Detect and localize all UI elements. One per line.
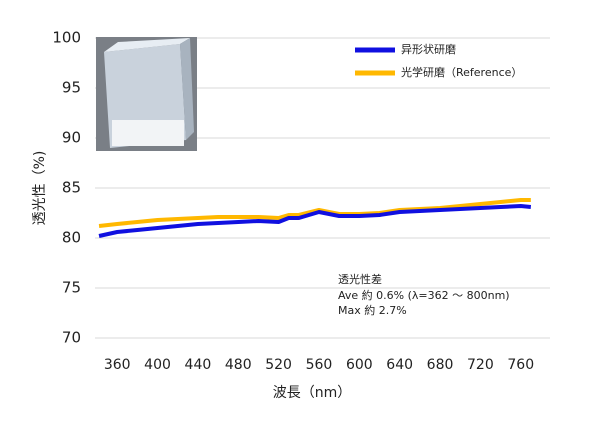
series-line [98,198,531,228]
x-tick-label: 560 [306,357,333,373]
y-tick-label: 80 [62,229,81,247]
x-tick-label: 720 [467,357,494,373]
y-tick-label: 85 [62,179,81,197]
x-tick-label: 680 [427,357,454,373]
y-tick-label: 70 [62,329,81,347]
x-tick-label: 520 [265,357,292,373]
y-tick-label: 100 [52,29,81,47]
legend-label: 光学研磨（Reference） [401,65,522,79]
series-line [98,204,532,238]
x-tick-label: 760 [507,357,534,373]
y-axis-label: 透光性（%) [32,151,48,226]
x-tick-label: 600 [346,357,373,373]
x-tick-label: 480 [225,357,252,373]
photo [96,37,197,151]
x-axis-label: 波長（nm） [273,385,352,401]
y-tick-label: 75 [62,279,81,297]
x-tick-label: 640 [386,357,413,373]
annotation: Max 約 2.7% [338,303,407,317]
x-tick-label: 400 [144,357,171,373]
x-tick-label: 360 [104,357,131,373]
annotation: Ave 約 0.6% (λ=362 ～ 800nm) [338,288,510,302]
x-tick-label: 440 [185,357,212,373]
y-tick-label: 90 [62,129,81,147]
legend-label: 异形状研磨 [401,42,456,56]
y-tick-label: 95 [62,79,81,97]
annotation: 透光性差 [338,272,382,286]
